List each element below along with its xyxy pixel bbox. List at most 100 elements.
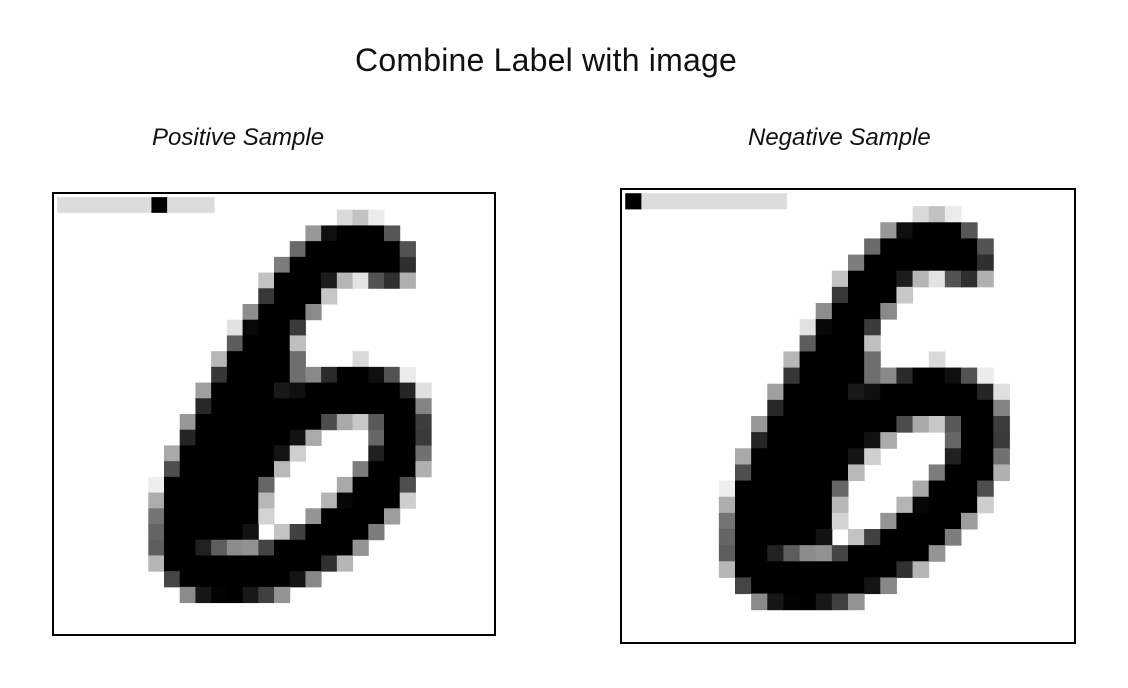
digit-pixel — [944, 399, 962, 417]
digit-pixel — [242, 335, 259, 352]
digit-pixel — [896, 496, 914, 514]
digit-pixel — [289, 445, 306, 462]
digit-pixel — [164, 539, 181, 556]
digit-pixel — [289, 335, 306, 352]
digit-pixel — [880, 303, 897, 320]
digit-pixel — [831, 593, 849, 611]
digit-pixel — [274, 366, 291, 384]
digit-pixel — [848, 399, 865, 417]
digit-pixel — [289, 382, 306, 399]
digit-pixel — [399, 272, 416, 289]
digit-pixel — [751, 464, 768, 482]
digit-pixel — [944, 206, 962, 223]
digit-pixel — [767, 496, 784, 514]
digit-pixel — [415, 429, 432, 446]
digit-pixel — [384, 461, 401, 478]
digit-pixel — [848, 319, 865, 336]
digit-pixel — [977, 238, 994, 256]
digit-pixel — [896, 399, 914, 417]
digit-pixel — [274, 288, 291, 305]
digit-pixel — [384, 414, 401, 431]
digit-pixel — [831, 286, 849, 304]
digit-pixel — [993, 399, 1010, 417]
digit-pixel — [718, 480, 736, 498]
digit-pixel — [242, 586, 259, 604]
digit-pixel — [226, 445, 244, 462]
digit-pixel — [211, 508, 228, 525]
digit-pixel — [352, 492, 369, 509]
digit-pixel — [799, 496, 817, 514]
digit-pixel — [799, 512, 817, 530]
digit-pixel — [352, 351, 369, 368]
digit-pixel — [274, 272, 291, 289]
digit-pixel — [735, 496, 752, 514]
digit-pixel — [961, 367, 978, 385]
digit-pixel — [928, 238, 946, 256]
digit-pixel — [321, 492, 338, 509]
digit-pixel — [179, 571, 196, 588]
digit-pixel — [164, 492, 181, 509]
digit-pixel — [799, 464, 817, 482]
digit-pixel — [179, 445, 196, 462]
digit-pixel — [179, 429, 196, 446]
digit-pixel — [799, 577, 817, 595]
digit-pixel — [368, 524, 385, 541]
digit-pixel — [164, 476, 181, 494]
digit-pixel — [735, 464, 752, 482]
digit-pixel — [961, 222, 978, 239]
digit-pixel — [767, 561, 784, 578]
digit-pixel — [399, 414, 416, 431]
digit-pixel — [815, 593, 833, 611]
digit-pixel — [864, 238, 881, 256]
digit-pixel — [783, 399, 801, 417]
digit-pixel — [864, 303, 881, 320]
digit-pixel — [896, 238, 914, 256]
digit-pixel — [735, 561, 752, 578]
digit-pixel — [384, 476, 401, 494]
digit-pixel — [831, 270, 849, 288]
digit-pixel — [148, 539, 165, 556]
digit-pixel — [718, 529, 736, 546]
digit-pixel — [815, 561, 833, 578]
digit-pixel — [799, 448, 817, 465]
digit-pixel — [258, 382, 275, 399]
digit-pixel — [944, 222, 962, 239]
positive-label-pixel — [198, 197, 215, 213]
digit-pixel — [274, 524, 291, 541]
digit-pixel — [352, 241, 369, 258]
digit-pixel — [258, 555, 275, 572]
digit-pixel — [226, 524, 244, 541]
digit-pixel — [831, 416, 849, 433]
digit-pixel — [751, 416, 768, 433]
digit-pixel — [751, 480, 768, 498]
digit-pixel — [368, 508, 385, 525]
digit-pixel — [864, 367, 881, 385]
digit-pixel — [815, 577, 833, 595]
digit-pixel — [799, 480, 817, 498]
digit-pixel — [864, 319, 881, 336]
digit-pixel — [815, 351, 833, 369]
digit-pixel — [352, 524, 369, 541]
digit-pixel — [831, 303, 849, 320]
digit-pixel — [718, 545, 736, 562]
digit-pixel — [815, 512, 833, 530]
digit-pixel — [944, 238, 962, 256]
digit-pixel — [384, 382, 401, 399]
digit-pixel — [242, 382, 259, 399]
digit-pixel — [880, 286, 897, 304]
digit-pixel — [242, 351, 259, 368]
digit-pixel — [368, 429, 385, 446]
digit-pixel — [783, 577, 801, 595]
digit-pixel — [336, 382, 354, 399]
digit-pixel — [880, 367, 897, 385]
digit-pixel — [783, 448, 801, 465]
digit-pixel — [321, 288, 338, 305]
digit-pixel — [321, 398, 338, 415]
digit-pixel — [977, 496, 994, 514]
digit-pixel — [961, 416, 978, 433]
digit-pixel — [226, 586, 244, 604]
digit-image-negative — [625, 193, 1010, 611]
digit-pixel — [226, 335, 244, 352]
digit-pixel — [961, 496, 978, 514]
digit-pixel — [783, 464, 801, 482]
